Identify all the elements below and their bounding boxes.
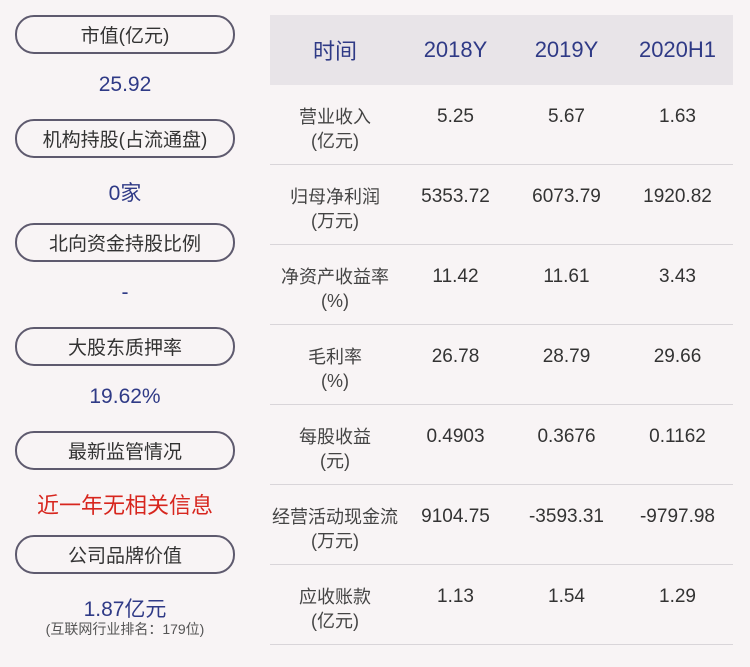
cell-value: 5.25 [437,106,474,127]
table-row: 经营活动现金流 (万元) 9104.75 -3593.31 -9797.98 [270,485,733,565]
financial-table: 时间 2018Y 2019Y 2020H1 营业收入 (亿元) 5.25 5.67… [270,15,733,645]
cell-value: 5.67 [548,106,585,127]
regulatory-status-value: 近一年无相关信息 [36,493,213,518]
brand-value-label: 公司品牌价值 [15,535,235,574]
cell-value: 0.1162 [649,426,706,447]
northbound-ratio-value: - [121,281,129,304]
pledge-rate-value: 19.62% [89,385,161,408]
table-header: 时间 2018Y 2019Y 2020H1 [270,15,733,85]
northbound-ratio-label: 北向资金持股比例 [15,223,235,262]
cell-value: -3593.31 [528,506,604,527]
header-period: 时间 [312,39,357,64]
cell-value: 0.4903 [426,426,485,447]
brand-rank-note: (互联网行业排名：179位) [45,621,205,637]
market-cap-value: 25.92 [98,73,152,96]
brand-value-value: 1.87亿元 [83,598,167,621]
header-2019: 2019Y [534,37,599,62]
cell-value: 0.3676 [537,426,596,447]
cell-value: 1.54 [548,586,585,607]
cell-value: 1.13 [437,586,474,607]
table-row: 毛利率 (%) 26.78 28.79 29.66 [270,325,733,405]
cell-value: -9797.98 [639,506,715,527]
row-label: 净资产收益率 (%) [281,267,389,311]
cell-value: 11.42 [432,266,479,287]
cell-value: 29.66 [653,346,702,367]
row-label: 经营活动现金流 (万元) [272,507,398,551]
table-row: 应收账款 (亿元) 1.13 1.54 1.29 [270,565,733,645]
cell-value: 6073.79 [532,186,601,207]
row-label: 应收账款 (亿元) [299,587,371,631]
table-row: 每股收益 (元) 0.4903 0.3676 0.1162 [270,405,733,485]
cell-value: 26.78 [431,346,480,367]
row-label: 毛利率 (%) [308,347,362,391]
cell-value: 9104.75 [421,506,490,527]
cell-value: 1.29 [659,586,696,607]
pledge-rate-label: 大股东质押率 [15,327,235,366]
institutional-holding-value: 0家 [108,182,142,205]
regulatory-status-label: 最新监管情况 [15,431,235,470]
table-row: 归母净利润 (万元) 5353.72 6073.79 1920.82 [270,165,733,245]
table-row: 净资产收益率 (%) 11.42 11.61 3.43 [270,245,733,325]
row-label: 营业收入 (亿元) [299,107,371,151]
cell-value: 3.43 [659,266,696,287]
table-row: 营业收入 (亿元) 5.25 5.67 1.63 [270,85,733,165]
header-2020h1: 2020H1 [638,37,717,62]
row-label: 每股收益 (元) [299,427,371,471]
cell-value: 5353.72 [421,186,490,207]
cell-value: 11.61 [543,266,590,287]
left-panel: 市值(亿元) 25.92 机构持股(占流通盘) 0家 北向资金持股比例 - 大股… [0,0,250,667]
institutional-holding-label: 机构持股(占流通盘) [15,119,235,158]
cell-value: 28.79 [542,346,591,367]
market-cap-label: 市值(亿元) [15,15,235,54]
header-2018: 2018Y [423,37,488,62]
row-label: 归母净利润 (万元) [290,187,380,231]
cell-value: 1.63 [659,106,696,127]
cell-value: 1920.82 [643,186,712,207]
